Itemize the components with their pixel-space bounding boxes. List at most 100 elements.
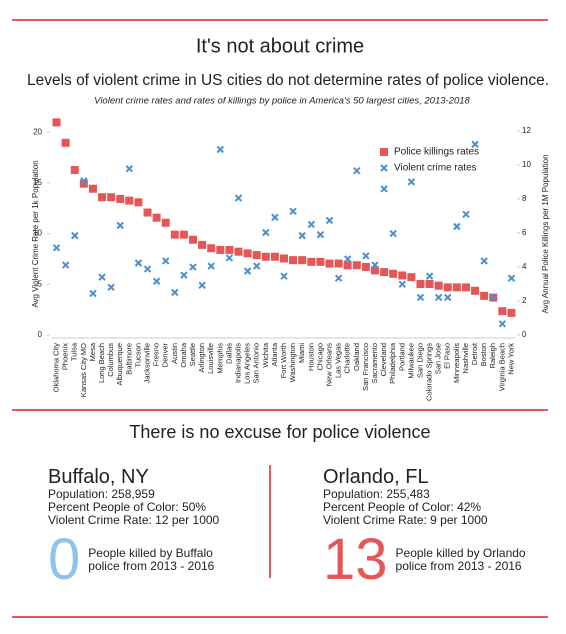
y2-tick-label: 10 [522,160,531,169]
point [434,293,443,302]
x-tick-label: Columbus [106,343,115,377]
point [207,244,216,253]
point [416,279,425,288]
y-tick-label: 5 [38,279,43,288]
point [280,254,288,263]
y-tick-label: 15 [33,178,42,187]
point [334,274,343,282]
point [425,272,434,280]
section-title: There is no excuse for police violence [129,422,430,442]
point [416,293,425,302]
point [152,277,161,285]
point [216,145,225,154]
x-tick-label: Wichita [261,342,270,367]
x-tick-label: New Orleans [324,343,333,387]
point [143,265,152,273]
point [61,261,70,269]
point [125,164,134,173]
x-tick-label: Seattle [188,343,197,366]
point [380,148,388,156]
city-name: Buffalo, NY [48,466,149,488]
point [316,257,325,266]
point [289,207,297,215]
point [134,259,143,267]
point [507,308,516,317]
x-tick-label: Jacksonville [143,343,152,383]
y-tick-label: 20 [33,127,42,136]
x-tick-label: Arlington [197,343,206,373]
x-tick-label: Kansas City MO [79,343,88,397]
point [80,177,88,185]
x-tick-label: Nashville [461,343,470,373]
point [480,291,489,300]
x-tick-label: Austin [170,343,179,364]
city-stat: Population: 258,959 [48,487,155,501]
city-name: Orlando, FL [323,466,429,488]
point [353,167,361,175]
point [398,280,406,289]
point [189,263,197,271]
city-stat: Population: 255,483 [323,487,430,501]
x-tick-label: Cleveland [379,343,388,376]
x-tick-label: El Paso [443,343,452,369]
point [461,283,470,292]
point [498,320,507,328]
x-tick-label: Raleigh [488,343,497,368]
point [216,245,225,254]
y2-tick-label: 6 [522,228,527,237]
point [107,283,115,292]
point [453,222,461,231]
point [380,185,388,193]
point [107,193,116,202]
x-tick-label: San Francisco [361,343,370,391]
y-tick-label: 10 [33,229,42,238]
point [443,283,452,292]
y2-tick-label: 8 [522,194,527,203]
point [89,289,97,298]
killed-count: 13 [323,527,388,592]
point [243,249,252,258]
point [362,252,370,260]
point [125,196,134,205]
x-tick-label: Detroit [470,342,479,365]
point [207,262,215,270]
point [343,261,352,270]
x-tick-label: Phoenix [61,343,70,370]
city-stat: Percent People of Color: 42% [323,500,482,514]
point [289,256,298,265]
point [252,262,261,270]
point [389,229,397,238]
point [170,230,179,239]
x-tick-label: Omaha [179,342,188,367]
x-tick-label: Atlanta [270,342,279,366]
point [371,261,379,269]
point [462,210,470,219]
point [52,244,61,252]
x-tick-label: Long Beach [97,343,106,383]
city-card: Buffalo, NY Population: 258,959 Percent … [48,466,278,589]
point [471,286,480,295]
x-tick-label: Fresno [152,343,161,366]
point [262,228,270,237]
y-tick-label: 0 [38,330,43,339]
point [280,272,288,280]
point [162,257,170,265]
point [398,271,407,280]
point [452,283,461,292]
x-tick-label: Virginia Beach [497,343,506,391]
x-tick-label: Indianapolis [233,343,242,383]
x-tick-label: Miami [297,343,306,363]
x-tick-label: New York [506,343,515,375]
point [143,208,152,217]
page-subtitle: Levels of violent crime in US cities do … [27,72,549,89]
x-tick-label: Minneapolis [452,343,461,383]
x-tick-label: Louisville [206,343,215,374]
point [225,245,234,254]
point [98,193,107,202]
point [425,279,434,288]
y2-tick-label: 4 [522,262,527,271]
page-title: It's not about crime [196,35,364,57]
point [307,220,316,229]
